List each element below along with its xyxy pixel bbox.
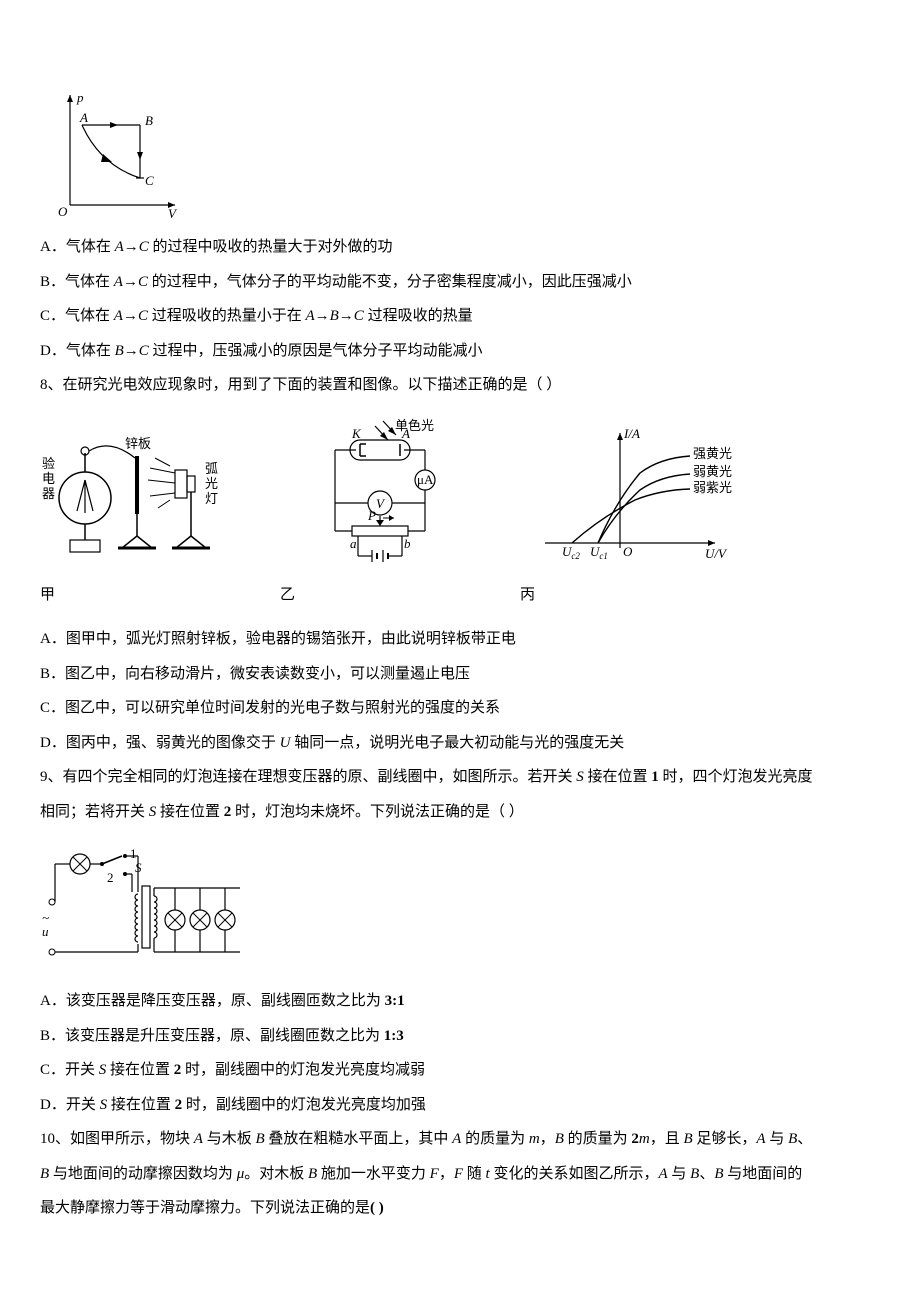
bing-legend-2: 弱黄光 [693,464,732,479]
q9-option-b: B．该变压器是升压变压器，原、副线圈匝数之比为 1:3 [40,1019,880,1054]
option-label: A． [40,631,66,647]
q9-ac: ~ [42,910,49,925]
q7-option-d: D．气体在 B→C 过程中，压强减小的原因是气体分子平均动能减小 [40,334,880,369]
q9-pos2: 2 [107,870,114,885]
pv-origin: O [58,204,68,219]
q8-option-a: A．图甲中，弧光灯照射锌板，验电器的锡箔张开，由此说明锌板带正电 [40,622,880,657]
q9-option-c: C．开关 S 接在位置 2 时，副线圈中的灯泡发光亮度均减弱 [40,1053,880,1088]
jia-electroscope-label-3: 器 [42,486,55,501]
caption-bing: 丙 [520,578,535,613]
option-label: D． [40,1097,66,1113]
jia-electroscope-label-1: 验 [42,456,55,471]
option-label: D． [40,735,66,751]
jia-arc-label-1: 弧 [205,461,218,476]
option-text: 图乙中，向右移动滑片，微安表读数变小，可以测量遏止电压 [65,666,470,682]
yi-k-label: K [351,426,362,441]
jia-arc-label-2: 光 [205,476,218,491]
q9-u-label: u [42,924,49,939]
yi-v-label: V [376,496,386,511]
option-label: B． [40,274,65,290]
q9-pos1: 1 [130,846,137,861]
q8-option-d: D．图丙中，强、弱黄光的图像交于 U 轴同一点，说明光电子最大初动能与光的强度无… [40,726,880,761]
option-label: D． [40,343,66,359]
q9-option-d: D．开关 S 接在位置 2 时，副线圈中的灯泡发光亮度均加强 [40,1088,880,1123]
pv-point-a: A [79,110,88,125]
q8-diagrams: 验 电 器 锌板 弧 光 灯 [40,418,880,613]
yi-p-label: P [367,508,376,523]
q8-stem: 8、在研究光电效应现象时，用到了下面的装置和图像。以下描述正确的是（ ） [40,368,880,403]
q8-option-c: C．图乙中，可以研究单位时间发射的光电子数与照射光的强度的关系 [40,691,880,726]
pv-point-b: B [145,113,153,128]
bing-uc2: Uc2 [562,544,580,561]
yi-a-terminal: a [350,536,357,551]
bing-xlabel: U/V [705,546,728,561]
pv-xlabel: V [168,206,178,220]
q9-stem-1: 9、有四个完全相同的灯泡连接在理想变压器的原、副线圈中，如图所示。若开关 S 接… [40,760,880,795]
q8-option-b: B．图乙中，向右移动滑片，微安表读数变小，可以测量遏止电压 [40,657,880,692]
jia-electroscope-label-2: 电 [42,471,55,486]
q9-option-a: A．该变压器是降压变压器，原、副线圈匝数之比为 3:1 [40,984,880,1019]
q9-stem-2: 相同；若将开关 S 接在位置 2 时，灯泡均未烧坏。下列说法正确的是（ ） [40,795,880,830]
yi-a-label: A [401,426,410,441]
caption-jia: 甲 [40,578,55,613]
option-label: A． [40,239,66,255]
jia-arc-label-3: 灯 [205,491,218,506]
option-text: 图甲中，弧光灯照射锌板，验电器的锡箔张开，由此说明锌板带正电 [66,631,516,647]
option-label: B． [40,666,65,682]
q9-diagram: ~ u 1 2 S [40,844,250,974]
caption-yi: 乙 [280,578,295,613]
option-label: C． [40,700,65,716]
option-label: A． [40,993,66,1009]
diagram-jia: 验 电 器 锌板 弧 光 灯 [40,418,240,613]
q10-stem-3: 最大静摩擦力等于滑动摩擦力。下列说法正确的是( ) [40,1191,880,1226]
bing-origin: O [623,544,633,559]
jia-zinc-label: 锌板 [125,436,151,451]
pv-point-c: C [145,173,154,188]
q10-stem-1: 10、如图甲所示，物块 A 与木板 B 叠放在粗糙水平面上，其中 A 的质量为 … [40,1122,880,1157]
bing-legend-3: 弱紫光 [693,480,732,495]
option-text: 图乙中，可以研究单位时间发射的光电子数与照射光的强度的关系 [65,700,500,716]
pv-ylabel: p [76,90,84,105]
diagram-yi: 单色光 K A μA [280,418,480,613]
yi-b-terminal: b [404,536,411,551]
yi-ua-label: μA [417,472,434,487]
diagram-bing: I/A U/V O Uc2 Uc1 强黄光 弱黄光 弱紫光 丙 [520,418,740,613]
bing-uc1: Uc1 [590,544,608,561]
option-label: C． [40,308,65,324]
q7-option-a: A．气体在 A→C 的过程中吸收的热量大于对外做的功 [40,230,880,265]
option-label: B． [40,1028,65,1044]
q7-option-c: C．气体在 A→C 过程吸收的热量小于在 A→B→C 过程吸收的热量 [40,299,880,334]
q7-option-b: B．气体在 A→C 的过程中，气体分子的平均动能不变，分子密集程度减小，因此压强… [40,265,880,300]
option-label: C． [40,1062,65,1078]
yi-light-label: 单色光 [395,418,434,433]
pv-diagram: p V O A B C [50,90,180,220]
q10-stem-2: B 与地面间的动摩擦因数均为 μ。对木板 B 施加一水平变力 F，F 随 t 变… [40,1157,880,1192]
bing-ylabel: I/A [623,426,640,441]
bing-legend-1: 强黄光 [693,446,732,461]
